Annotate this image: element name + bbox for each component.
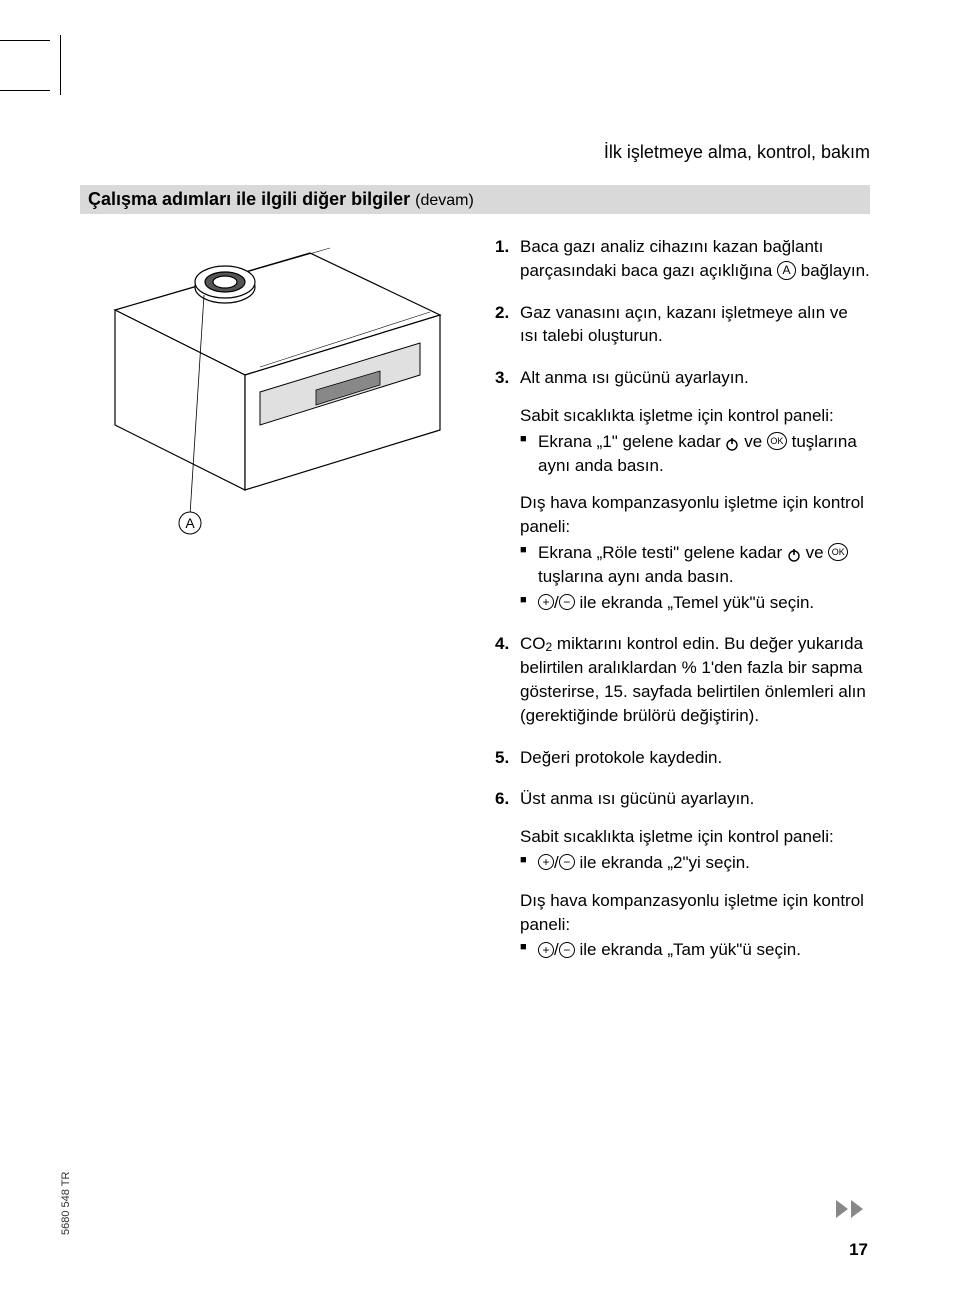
plus-icon: +	[538, 854, 554, 870]
step-3-block2-item1-b: ve	[801, 543, 828, 562]
step-3-text: Alt anma ısı gücünü ayarlayın.	[520, 368, 749, 387]
power-icon	[725, 434, 739, 448]
step-3-num: 3.	[495, 366, 509, 390]
step-6-num: 6.	[495, 787, 509, 811]
step-6-block2-item1-text: ile ekranda „Tam yük"ü seçin.	[575, 940, 801, 959]
step-3-block2-item1-c: tuşlarına aynı anda basın.	[538, 567, 734, 586]
header-section-label: İlk işletmeye alma, kontrol, bakım	[604, 142, 870, 163]
step-5-text: Değeri protokole kaydedin.	[520, 748, 722, 767]
plus-icon: +	[538, 594, 554, 610]
minus-icon: −	[559, 942, 575, 958]
page: İlk işletmeye alma, kontrol, bakım Çalış…	[0, 0, 960, 1315]
step-3: 3. Alt anma ısı gücünü ayarlayın. Sabit …	[495, 366, 870, 614]
step-6-text: Üst anma ısı gücünü ayarlayın.	[520, 789, 754, 808]
section-heading: Çalışma adımları ile ilgili diğer bilgil…	[80, 185, 870, 214]
circled-a-icon: A	[777, 261, 796, 280]
step-6-block2: Dış hava kompanzasyonlu işletme için kon…	[520, 889, 870, 962]
step-4-text-a: CO	[520, 634, 546, 653]
plus-icon: +	[538, 942, 554, 958]
step-2-num: 2.	[495, 301, 509, 325]
ok-icon: OK	[767, 432, 787, 450]
step-6-block1-item1-text: ile ekranda „2"yi seçin.	[575, 853, 750, 872]
co2-subscript: 2	[546, 640, 553, 654]
power-icon	[787, 545, 801, 559]
figure-callout-a: A	[185, 515, 195, 531]
minus-icon: −	[559, 594, 575, 610]
step-2: 2. Gaz vanasını açın, kazanı işletmeye a…	[495, 301, 870, 349]
step-1: 1. Baca gazı analiz cihazını kazan bağla…	[495, 235, 870, 283]
step-3-block2-item1: Ekrana „Röle testi" gelene kadar ve OK t…	[520, 541, 870, 589]
step-6-block1: Sabit sıcaklıkta işletme için kontrol pa…	[520, 825, 870, 875]
boiler-figure: A	[80, 235, 460, 545]
ok-icon: OK	[828, 543, 848, 561]
step-3-block2-item1-a: Ekrana „Röle testi" gelene kadar	[538, 543, 787, 562]
page-number: 17	[849, 1240, 868, 1260]
step-1-num: 1.	[495, 235, 509, 259]
section-title: Çalışma adımları ile ilgili diğer bilgil…	[88, 189, 410, 209]
step-6-block1-item1: +/− ile ekranda „2"yi seçin.	[520, 851, 870, 875]
step-6-block2-item1: +/− ile ekranda „Tam yük"ü seçin.	[520, 938, 870, 962]
step-3-block1: Sabit sıcaklıkta işletme için kontrol pa…	[520, 404, 870, 477]
step-4-num: 4.	[495, 632, 509, 656]
content-column: 1. Baca gazı analiz cihazını kazan bağla…	[495, 235, 870, 980]
step-4: 4. CO2 miktarını kontrol edin. Bu değer …	[495, 632, 870, 727]
step-4-text-b: miktarını kontrol edin. Bu değer yukarıd…	[520, 634, 866, 724]
section-suffix: (devam)	[415, 192, 474, 209]
step-3-block2-heading: Dış hava kompanzasyonlu işletme için kon…	[520, 491, 870, 539]
step-3-block1-heading: Sabit sıcaklıkta işletme için kontrol pa…	[520, 404, 870, 428]
step-3-block2-item2: +/− ile ekranda „Temel yük"ü seçin.	[520, 591, 870, 615]
document-code: 5680 548 TR	[60, 1172, 72, 1235]
step-6-block2-heading: Dış hava kompanzasyonlu işletme için kon…	[520, 889, 870, 937]
step-3-block1-item1-b: ve	[739, 432, 766, 451]
step-3-block1-item1: Ekrana „1" gelene kadar ve OK tuşlarına …	[520, 430, 870, 478]
step-2-text: Gaz vanasını açın, kazanı işletmeye alın…	[520, 303, 848, 346]
step-6-block1-heading: Sabit sıcaklıkta işletme için kontrol pa…	[520, 825, 870, 849]
step-1-text-after: bağlayın.	[796, 261, 870, 280]
step-6: 6. Üst anma ısı gücünü ayarlayın. Sabit …	[495, 787, 870, 962]
step-5-num: 5.	[495, 746, 509, 770]
minus-icon: −	[559, 854, 575, 870]
step-3-block2: Dış hava kompanzasyonlu işletme için kon…	[520, 491, 870, 614]
step-3-block1-item1-a: Ekrana „1" gelene kadar	[538, 432, 725, 451]
continue-icon	[836, 1200, 868, 1223]
step-5: 5. Değeri protokole kaydedin.	[495, 746, 870, 770]
step-3-block2-item2-b: ile ekranda „Temel yük"ü seçin.	[575, 593, 814, 612]
